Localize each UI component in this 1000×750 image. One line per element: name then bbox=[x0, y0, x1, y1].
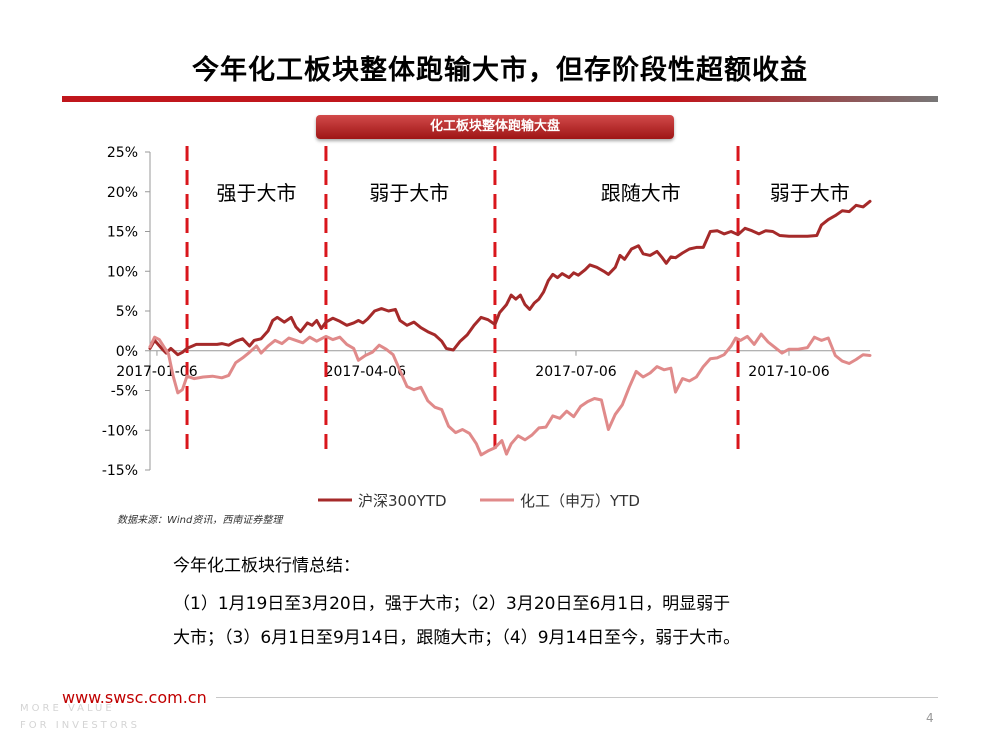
y-tick-label: -5% bbox=[111, 384, 138, 400]
y-tick-label: 15% bbox=[107, 225, 138, 241]
title-accent-bar bbox=[62, 96, 938, 102]
y-tick-label: 5% bbox=[116, 304, 138, 320]
x-tick-label: 2017-10-06 bbox=[748, 364, 829, 380]
legend-entry: 化工（申万）YTD bbox=[520, 492, 640, 510]
phase-labels: 强于大市 弱于大市 跟随大市 弱于大市 bbox=[216, 181, 849, 205]
phase-label: 弱于大市 bbox=[369, 181, 449, 205]
chart-legend: 沪深300YTD 化工（申万）YTD bbox=[318, 492, 640, 510]
x-tick-label: 2017-01-06 bbox=[116, 364, 197, 380]
source-note: 数据来源：Wind资讯，西南证券整理 bbox=[117, 515, 283, 526]
legend-entry: 沪深300YTD bbox=[358, 492, 447, 510]
summary-line-2: 大市；（3）6月1日至9月14日，跟随大市；（4）9月14日至今，弱于大市。 bbox=[173, 628, 741, 648]
series-line-1 bbox=[148, 199, 872, 357]
chart-axes: 25% 20% 15% 10% 5% 0% -5% -10% -15% 2017-01-06 201… bbox=[102, 145, 870, 479]
footer-tagline-1: MORE VALUE bbox=[20, 703, 115, 714]
y-tick-label: -15% bbox=[102, 463, 138, 479]
summary-line-1: （1）1月19日至3月20日，强于大市；（2）3月20日至6月1日，明显弱于 bbox=[173, 594, 731, 614]
chart-title: 化工板块整体跑输大盘 bbox=[316, 115, 674, 139]
slide-title: 今年化工板块整体跑输大市，但存阶段性超额收益 bbox=[192, 55, 808, 86]
y-tick-label: 0% bbox=[116, 344, 138, 360]
footer-url[interactable]: www.swsc.com.cn bbox=[62, 688, 207, 707]
x-tick-label: 2017-04-06 bbox=[325, 364, 406, 380]
footer-divider bbox=[216, 697, 938, 698]
y-tick-label: 25% bbox=[107, 145, 138, 161]
y-tick-label: -10% bbox=[102, 423, 138, 439]
phase-label: 弱于大市 bbox=[770, 181, 850, 205]
phase-label: 强于大市 bbox=[216, 181, 296, 205]
summary-heading: 今年化工板块行情总结： bbox=[173, 556, 360, 576]
phase-dividers bbox=[185, 146, 740, 450]
footer-tagline-2: FOR INVESTORS bbox=[20, 720, 140, 731]
phase-label: 跟随大市 bbox=[601, 181, 681, 205]
y-tick-label: 20% bbox=[107, 185, 138, 201]
series-line-2 bbox=[148, 332, 872, 457]
page-number: 4 bbox=[926, 711, 934, 725]
chart-series bbox=[148, 199, 872, 457]
x-tick-label: 2017-07-06 bbox=[535, 364, 616, 380]
y-tick-label: 10% bbox=[107, 264, 138, 280]
